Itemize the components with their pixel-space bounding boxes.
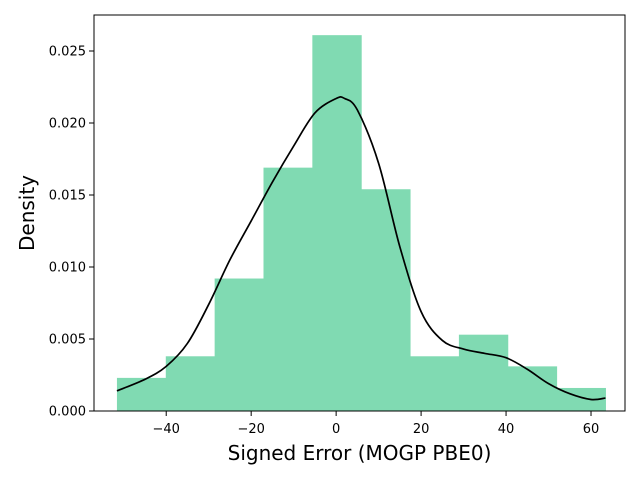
plot-frame xyxy=(93,14,626,412)
x-tick-label: 60 xyxy=(583,422,600,437)
x-tick-label: 0 xyxy=(332,422,340,437)
y-axis-label: Density xyxy=(15,175,39,251)
histogram-bar-7 xyxy=(410,356,460,411)
histogram-bar-9 xyxy=(507,366,558,411)
y-tick-label: 0.025 xyxy=(49,45,86,60)
histogram-bar-4 xyxy=(263,167,313,411)
histogram-bar-1 xyxy=(116,377,167,411)
histogram-bar-3 xyxy=(214,278,264,411)
histogram-bar-8 xyxy=(458,334,509,411)
x-tick-label: −40 xyxy=(152,422,179,437)
x-tick-label: −20 xyxy=(237,422,264,437)
histogram-bar-5 xyxy=(312,35,362,411)
y-tick-label: 0.015 xyxy=(49,189,86,204)
x-axis-ticks: −40 −20 0 20 40 60 xyxy=(152,411,599,437)
histogram-bar-6 xyxy=(361,189,411,411)
x-tick-label: 40 xyxy=(498,422,515,437)
y-tick-label: 0.020 xyxy=(49,117,86,132)
x-tick-label: 20 xyxy=(413,422,430,437)
y-tick-label: 0.000 xyxy=(49,405,86,420)
histogram-bars xyxy=(116,35,606,411)
x-axis-label: Signed Error (MOGP PBE0) xyxy=(228,441,492,465)
histogram-bar-2 xyxy=(165,356,216,411)
kde-density-curve xyxy=(116,96,606,401)
y-tick-label: 0.010 xyxy=(49,261,86,276)
y-tick-label: 0.005 xyxy=(49,333,86,348)
y-axis-ticks: 0.000 0.005 0.010 0.015 0.020 0.025 xyxy=(49,45,94,420)
